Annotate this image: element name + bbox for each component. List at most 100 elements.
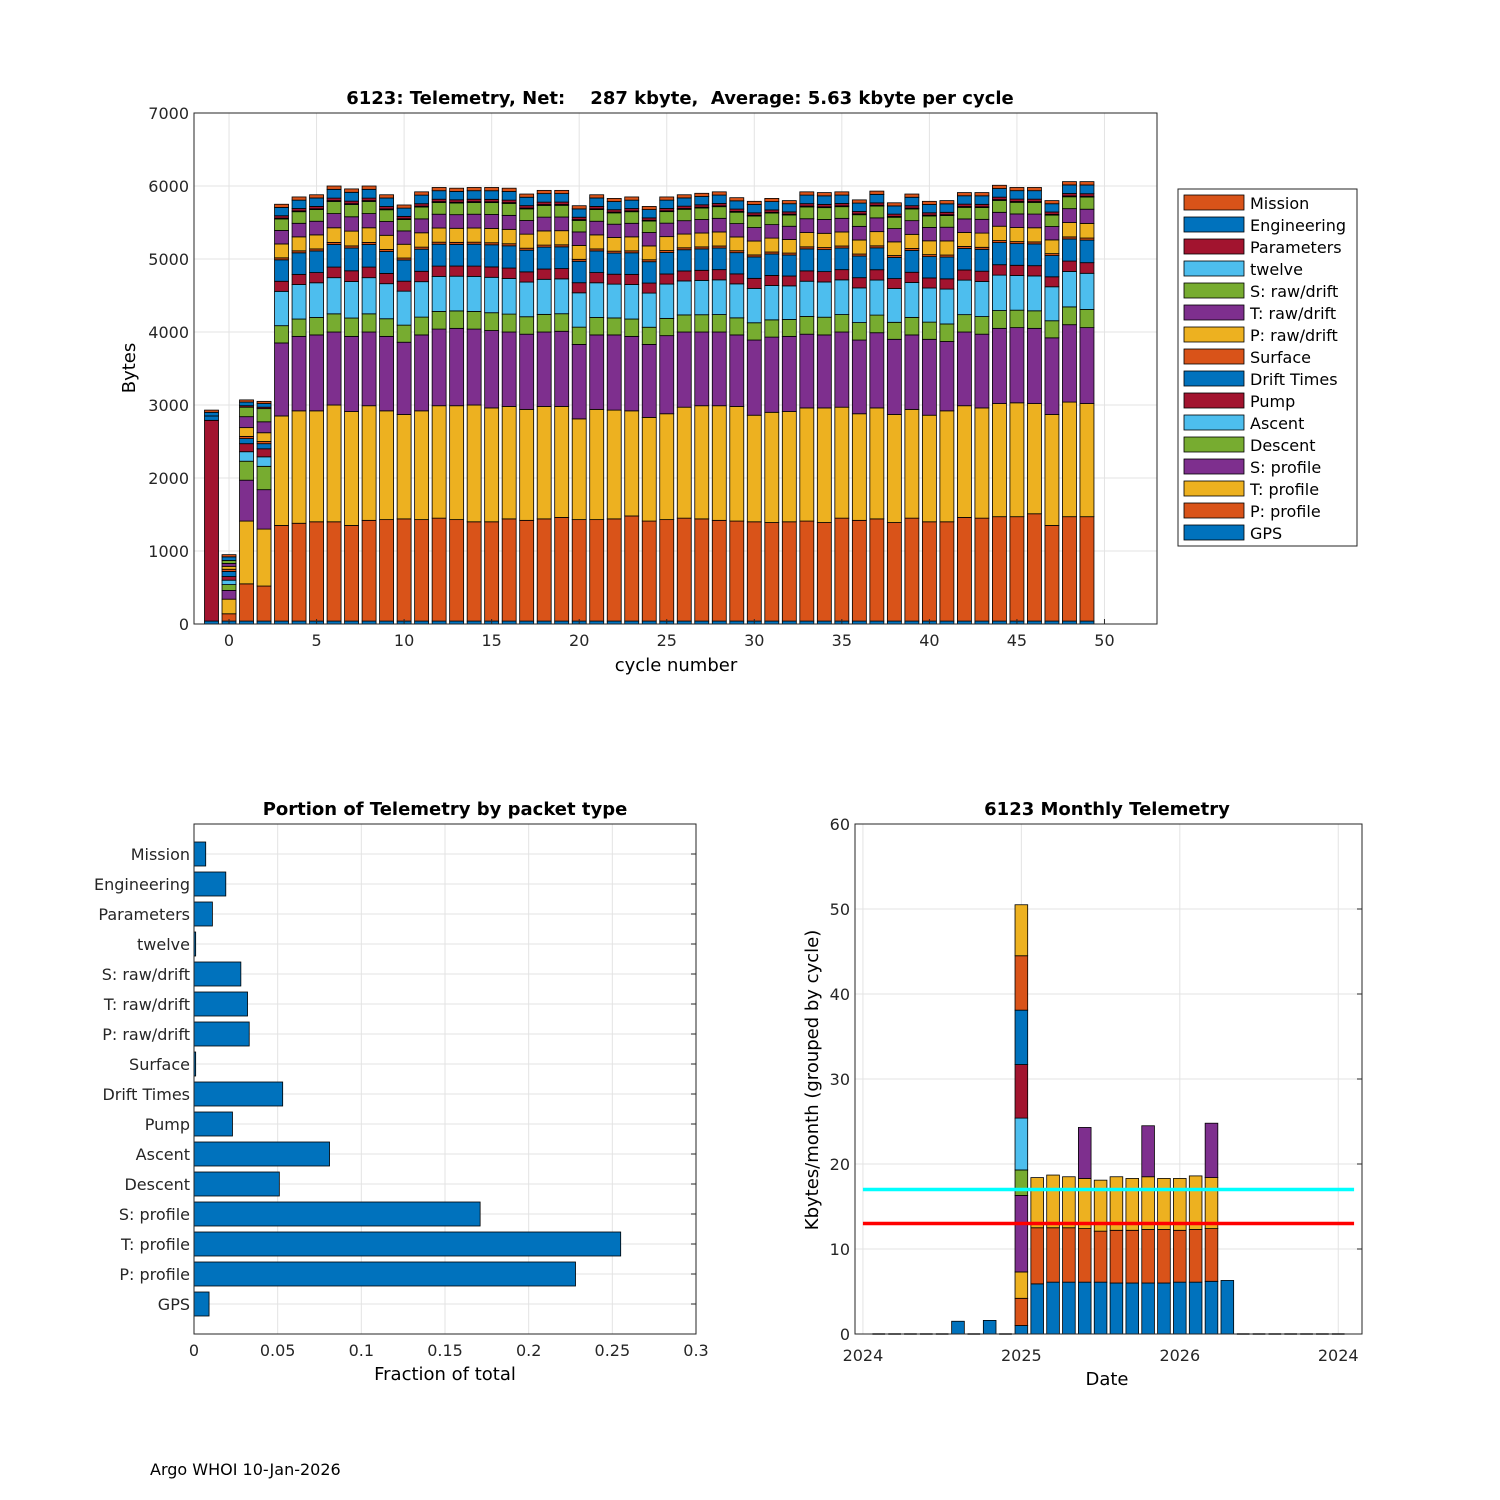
c1-bar-segment	[274, 218, 289, 231]
c1-bar-segment	[711, 191, 727, 196]
c1-bar-segment	[956, 279, 972, 316]
c1-bar-segment	[1044, 525, 1060, 622]
c1-bar-segment	[1009, 402, 1025, 518]
c1-bar-segment	[396, 204, 412, 209]
c1-bar-segment	[1027, 327, 1042, 404]
c2-ticks: 0 0.05 0.1 0.15 0.2 0.25 0.3 GPS P: profile T: pr…	[94, 845, 709, 1360]
c1-bar-segment	[589, 220, 605, 236]
c1-title: 6123: Telemetry, Net: 287 kbyte, Average…	[346, 88, 1014, 109]
c1-bar-segment	[361, 227, 377, 243]
c2-ytick-label: P: profile	[119, 1265, 190, 1284]
c1-bar-segment	[414, 194, 430, 205]
c1-bar-segment	[536, 189, 552, 195]
c1-bar-segment	[1009, 243, 1025, 266]
c1-bar-segment	[781, 335, 797, 412]
c1-bar-segment	[449, 227, 465, 243]
c1-bar-segment	[921, 204, 937, 214]
c1-legend-label: T: profile	[1249, 480, 1319, 499]
c1-bar-segment	[606, 237, 622, 252]
c3-bar-segment	[1077, 1281, 1092, 1335]
monthly-chart: 0 10 20 30 40 50 60 2024 2025 2026 2024 6123 Month…	[802, 799, 1363, 1390]
c1-bar-segment	[921, 277, 937, 289]
c1-bar-segment	[694, 518, 710, 622]
c1-ytick-label: 3000	[148, 396, 189, 415]
c1-bar-segment	[431, 243, 447, 267]
c1-bar-segment	[291, 222, 307, 238]
c3-bar-segment	[1062, 1281, 1076, 1335]
c1-bar-segment	[396, 324, 412, 343]
c1-bar-segment	[834, 279, 850, 315]
c1-legend-label: Engineering	[1250, 216, 1346, 235]
c1-bar-segment	[554, 278, 570, 315]
c1-legend-swatch	[1183, 392, 1245, 409]
c1-xtick-label: 20	[569, 631, 589, 650]
c1-bar-segment	[571, 292, 587, 328]
c2-ytick-label: Mission	[131, 845, 190, 864]
c1-bar-segment	[799, 194, 815, 205]
c1-bar-segment	[676, 208, 692, 222]
c1-bar-segment	[939, 200, 955, 205]
c1-bar-segment	[816, 195, 832, 205]
c1-bar-segment	[711, 519, 727, 622]
c1-bar-segment	[799, 232, 815, 248]
c1-bar-segment	[781, 521, 797, 622]
c2-bar	[193, 1021, 250, 1047]
c1-bar-segment	[466, 265, 482, 277]
c1-bar-segment	[886, 257, 902, 279]
c1-bar-segment	[1027, 187, 1042, 192]
c1-bar-segment	[1079, 239, 1095, 264]
c1-bar-segment	[956, 314, 972, 333]
c1-bar-segment	[764, 201, 780, 211]
c1-bar-segment	[781, 319, 797, 337]
c1-bar-segment	[624, 211, 640, 224]
c3-bar-segment	[1141, 1125, 1155, 1178]
c1-bar-segment	[414, 281, 430, 318]
c1-bar-segment	[711, 279, 727, 315]
c3-bar-segment	[1014, 904, 1029, 957]
c1-bar-segment	[1009, 264, 1025, 276]
c3-bar-segment	[1014, 1297, 1029, 1326]
c1-bar-segment	[746, 204, 762, 214]
c1-bar-segment	[869, 231, 885, 247]
c3-bar-segment	[1141, 1229, 1155, 1284]
c1-bar-segment	[326, 331, 342, 406]
c1-bar-segment	[221, 565, 237, 570]
c1-bar-segment	[344, 216, 359, 232]
c1-bar-segment	[781, 275, 797, 287]
c1-bar-segment	[379, 197, 395, 207]
c1-bar-segment	[414, 248, 430, 272]
c1-bar-segment	[992, 184, 1007, 189]
c1-bar-segment	[274, 342, 289, 417]
c1-bar-segment	[711, 331, 727, 407]
c2-ytick-label: Descent	[124, 1175, 190, 1194]
c1-bar-segment	[484, 266, 500, 278]
c1-bar-segment	[431, 190, 447, 200]
c1-bar-segment	[519, 316, 535, 335]
c1-bar-segment	[554, 268, 570, 280]
c1-bar-segment	[974, 195, 990, 205]
c1-bar-segment	[834, 517, 850, 622]
c1-legend-label: S: profile	[1250, 458, 1321, 477]
c1-bar-segment	[361, 201, 377, 214]
c1-bar-segment	[921, 414, 937, 523]
c1-legend-swatch	[1183, 326, 1245, 343]
c1-bar-segment	[799, 316, 815, 335]
c3-xtick-label: 2026	[1159, 1346, 1200, 1365]
c1-bar-segment	[992, 403, 1007, 518]
c1-bar-segment	[624, 199, 640, 209]
c1-bar-segment	[992, 188, 1007, 198]
c1-bar-segment	[694, 232, 710, 248]
c1-bar-segment	[379, 209, 395, 222]
c1-bar-segment	[974, 207, 990, 220]
c1-bar-segment	[239, 451, 254, 462]
c1-xtick-label: 5	[311, 631, 321, 650]
c1-bar-segment	[536, 216, 552, 232]
c1-bar-segment	[659, 519, 675, 622]
c1-legend-label: Surface	[1250, 348, 1311, 367]
c1-bar-segment	[641, 245, 657, 261]
c3-bar-segment	[1125, 1178, 1140, 1231]
c1-legend-swatch	[1183, 216, 1245, 233]
c1-bar-segment	[1079, 272, 1095, 310]
c1-bar-segment	[256, 443, 272, 450]
c1-bar-segment	[992, 516, 1007, 622]
